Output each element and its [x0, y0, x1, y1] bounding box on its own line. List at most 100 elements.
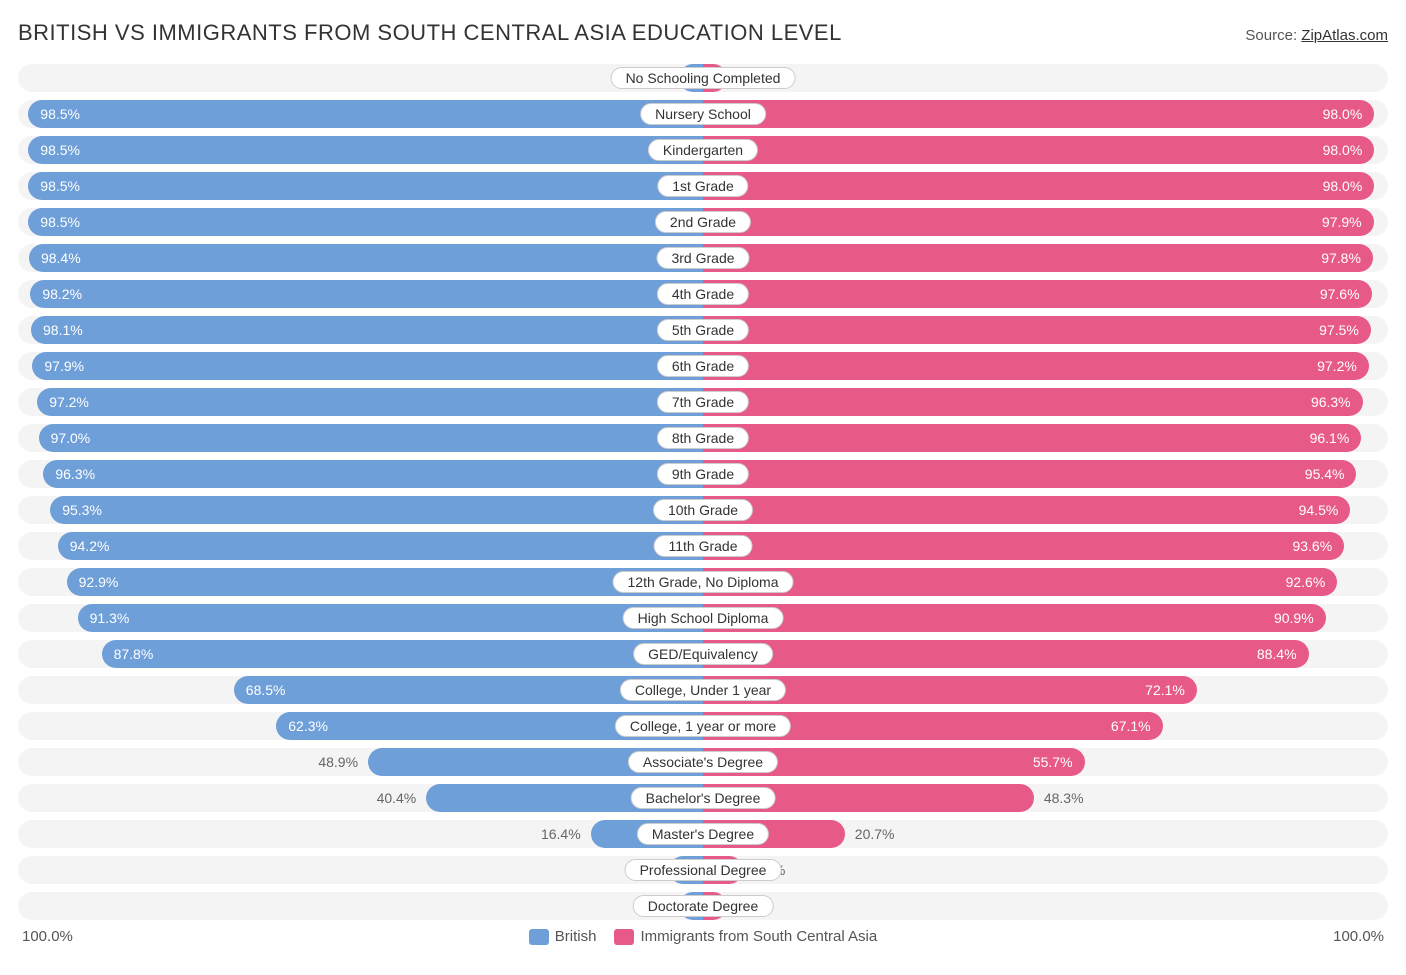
row-category-label: College, 1 year or more — [615, 715, 791, 737]
row-left-half: 98.5% — [18, 100, 703, 128]
bar-left: 97.9% — [32, 352, 703, 380]
row-right-half: 94.5% — [703, 496, 1388, 524]
bar-right: 92.6% — [703, 568, 1337, 596]
bar-right: 97.9% — [703, 208, 1374, 236]
legend: British Immigrants from South Central As… — [73, 928, 1333, 945]
bar-left: 98.5% — [28, 136, 703, 164]
row-left-half: 97.2% — [18, 388, 703, 416]
row-category-label: GED/Equivalency — [633, 643, 773, 665]
chart-row: 98.5%98.0%Kindergarten — [18, 136, 1388, 164]
bar-right: 97.5% — [703, 316, 1371, 344]
bar-right: 98.0% — [703, 172, 1374, 200]
chart-row: 92.9%92.6%12th Grade, No Diploma — [18, 568, 1388, 596]
row-right-half: 2.6% — [703, 892, 1388, 920]
diverging-bar-chart: 1.5%2.0%No Schooling Completed98.5%98.0%… — [18, 64, 1388, 920]
bar-left: 98.5% — [28, 208, 703, 236]
row-left-half: 98.1% — [18, 316, 703, 344]
chart-row: 1.5%2.0%No Schooling Completed — [18, 64, 1388, 92]
chart-row: 40.4%48.3%Bachelor's Degree — [18, 784, 1388, 812]
chart-row: 62.3%67.1%College, 1 year or more — [18, 712, 1388, 740]
row-right-half: 97.5% — [703, 316, 1388, 344]
row-right-half: 93.6% — [703, 532, 1388, 560]
row-right-half: 97.9% — [703, 208, 1388, 236]
row-left-half: 98.5% — [18, 136, 703, 164]
row-right-half: 96.3% — [703, 388, 1388, 416]
chart-row: 96.3%95.4%9th Grade — [18, 460, 1388, 488]
row-category-label: 5th Grade — [657, 319, 749, 341]
row-right-half: 48.3% — [703, 784, 1388, 812]
bar-right: 90.9% — [703, 604, 1326, 632]
row-category-label: 11th Grade — [653, 535, 752, 557]
chart-source: Source: ZipAtlas.com — [1245, 27, 1388, 44]
bar-right: 94.5% — [703, 496, 1350, 524]
bar-right: 96.3% — [703, 388, 1363, 416]
chart-row: 91.3%90.9%High School Diploma — [18, 604, 1388, 632]
row-category-label: 8th Grade — [657, 427, 749, 449]
row-category-label: Doctorate Degree — [633, 895, 774, 917]
row-left-half: 98.5% — [18, 172, 703, 200]
bar-left-value: 40.4% — [367, 790, 427, 806]
source-link[interactable]: ZipAtlas.com — [1301, 27, 1388, 44]
row-category-label: Associate's Degree — [628, 751, 778, 773]
row-right-half: 98.0% — [703, 100, 1388, 128]
axis-max-left: 100.0% — [22, 928, 73, 945]
bar-left: 98.5% — [28, 172, 703, 200]
bar-left: 94.2% — [58, 532, 703, 560]
chart-row: 48.9%55.7%Associate's Degree — [18, 748, 1388, 776]
bar-left: 97.2% — [37, 388, 703, 416]
chart-header: BRITISH VS IMMIGRANTS FROM SOUTH CENTRAL… — [18, 20, 1388, 46]
row-right-half: 2.0% — [703, 64, 1388, 92]
row-right-half: 97.6% — [703, 280, 1388, 308]
legend-item-right: Immigrants from South Central Asia — [614, 928, 877, 945]
row-category-label: 10th Grade — [653, 499, 753, 521]
row-left-half: 98.2% — [18, 280, 703, 308]
row-right-half: 95.4% — [703, 460, 1388, 488]
row-right-half: 5.9% — [703, 856, 1388, 884]
bar-right: 98.0% — [703, 100, 1374, 128]
bar-left: 96.3% — [43, 460, 703, 488]
chart-row: 95.3%94.5%10th Grade — [18, 496, 1388, 524]
row-category-label: 9th Grade — [657, 463, 749, 485]
chart-row: 87.8%88.4%GED/Equivalency — [18, 640, 1388, 668]
bar-right: 97.8% — [703, 244, 1373, 272]
row-category-label: Nursery School — [640, 103, 766, 125]
bar-right: 93.6% — [703, 532, 1344, 560]
row-category-label: 2nd Grade — [655, 211, 751, 233]
legend-swatch-left — [529, 929, 549, 945]
row-left-half: 95.3% — [18, 496, 703, 524]
row-category-label: College, Under 1 year — [620, 679, 786, 701]
row-category-label: 7th Grade — [657, 391, 749, 413]
row-category-label: 12th Grade, No Diploma — [613, 571, 794, 593]
row-category-label: 6th Grade — [657, 355, 749, 377]
bar-left: 91.3% — [78, 604, 703, 632]
bar-left: 87.8% — [102, 640, 703, 668]
row-left-half: 5.0% — [18, 856, 703, 884]
chart-title: BRITISH VS IMMIGRANTS FROM SOUTH CENTRAL… — [18, 20, 842, 46]
row-left-half: 40.4% — [18, 784, 703, 812]
chart-row: 2.2%2.6%Doctorate Degree — [18, 892, 1388, 920]
row-right-half: 90.9% — [703, 604, 1388, 632]
axis-max-right: 100.0% — [1333, 928, 1384, 945]
chart-row: 98.2%97.6%4th Grade — [18, 280, 1388, 308]
bar-left-value: 16.4% — [531, 826, 591, 842]
row-right-half: 96.1% — [703, 424, 1388, 452]
chart-row: 97.0%96.1%8th Grade — [18, 424, 1388, 452]
row-category-label: 3rd Grade — [656, 247, 749, 269]
chart-row: 97.9%97.2%6th Grade — [18, 352, 1388, 380]
row-left-half: 2.2% — [18, 892, 703, 920]
bar-right: 96.1% — [703, 424, 1361, 452]
bar-right: 97.2% — [703, 352, 1369, 380]
row-left-half: 96.3% — [18, 460, 703, 488]
row-right-half: 67.1% — [703, 712, 1388, 740]
row-left-half: 68.5% — [18, 676, 703, 704]
row-left-half: 91.3% — [18, 604, 703, 632]
bar-right: 88.4% — [703, 640, 1309, 668]
row-left-half: 87.8% — [18, 640, 703, 668]
row-left-half: 94.2% — [18, 532, 703, 560]
chart-footer: 100.0% British Immigrants from South Cen… — [18, 928, 1388, 945]
row-category-label: 4th Grade — [657, 283, 749, 305]
row-left-half: 62.3% — [18, 712, 703, 740]
row-right-half: 92.6% — [703, 568, 1388, 596]
row-left-half: 97.0% — [18, 424, 703, 452]
row-right-half: 55.7% — [703, 748, 1388, 776]
